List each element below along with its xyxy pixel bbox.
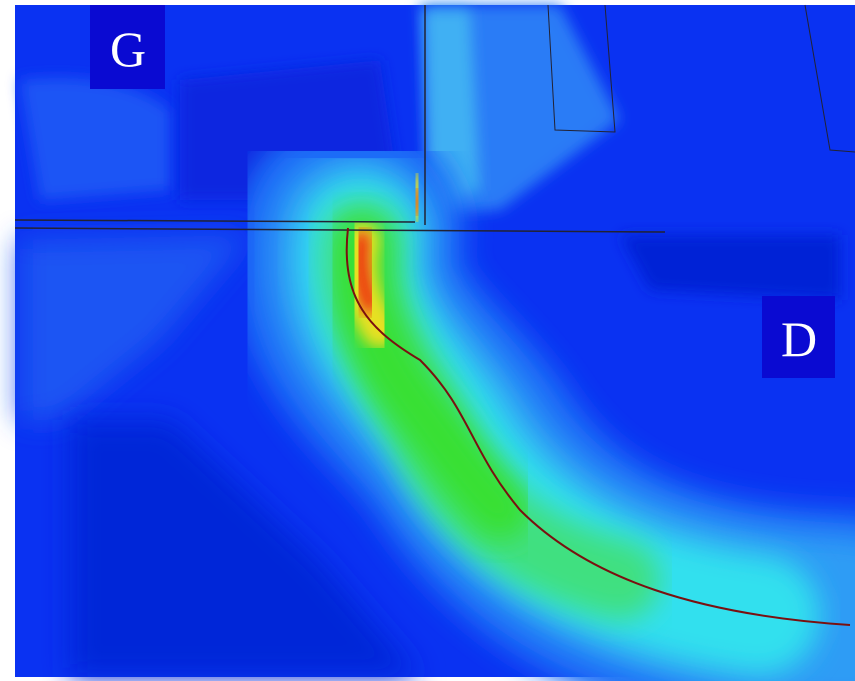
gate-label: G bbox=[110, 21, 146, 77]
current-plume bbox=[232, 115, 855, 681]
outlines bbox=[14, 4, 855, 626]
field-regions bbox=[20, 5, 840, 677]
drain-label: D bbox=[781, 311, 817, 367]
gate-label-box bbox=[90, 5, 165, 89]
drain-label-box bbox=[762, 296, 835, 378]
